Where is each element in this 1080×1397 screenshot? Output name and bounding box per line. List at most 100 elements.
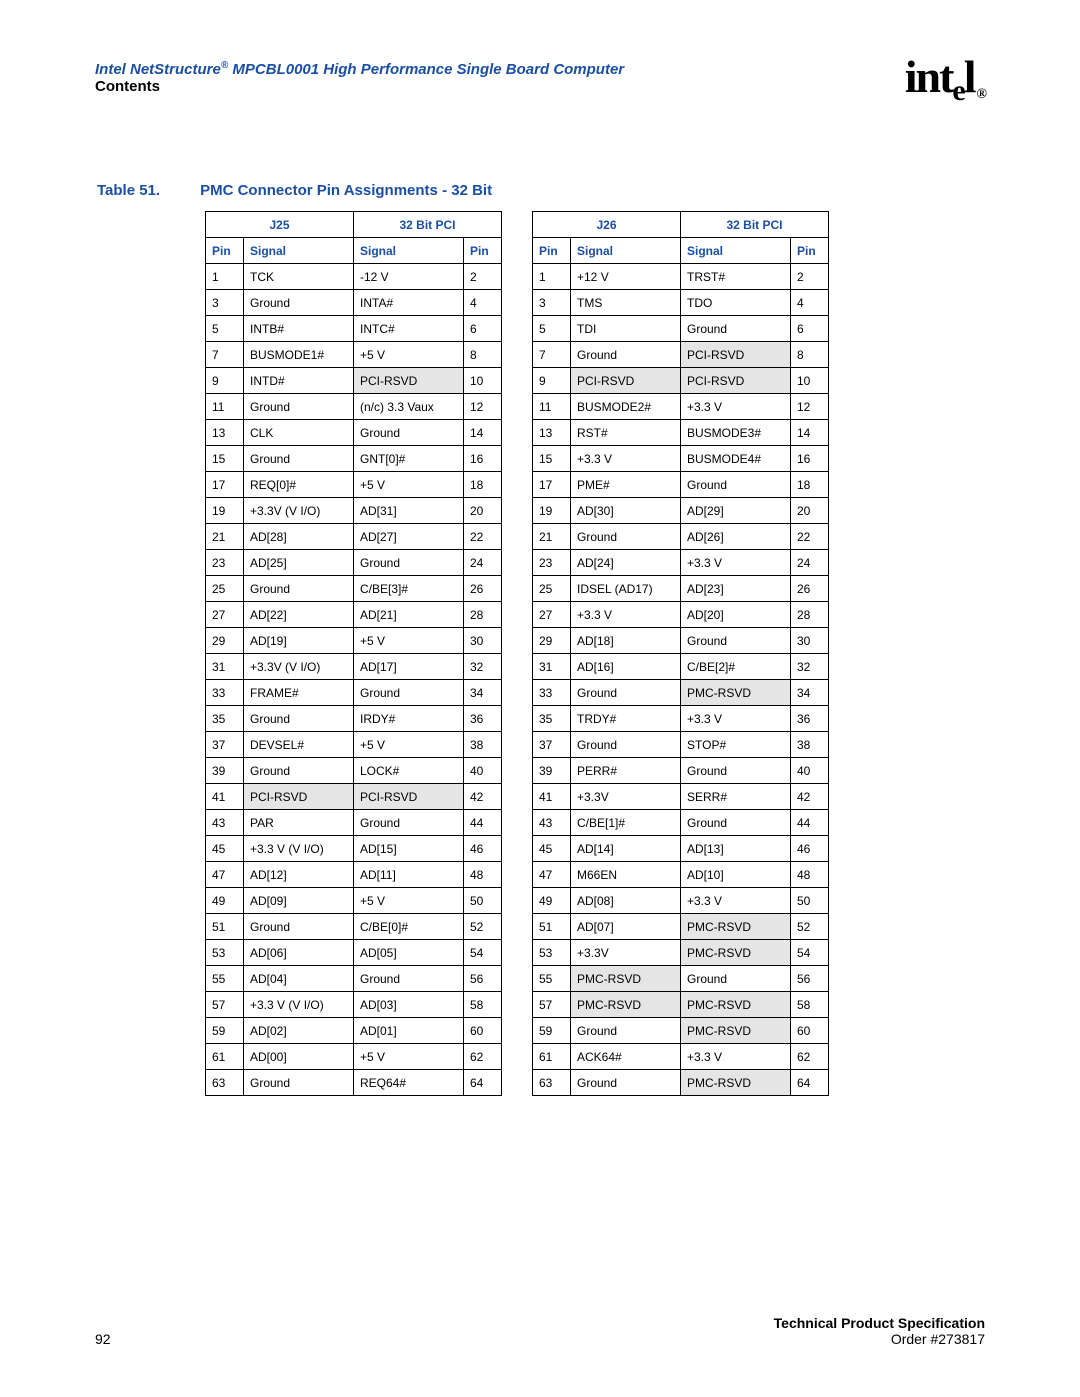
table-row: 51AD[07]PMC-RSVD52 bbox=[533, 914, 829, 940]
table-row: 19AD[30]AD[29]20 bbox=[533, 498, 829, 524]
table-cell: AD[11] bbox=[354, 862, 464, 888]
table-cell: AD[05] bbox=[354, 940, 464, 966]
table-cell: +3.3 V bbox=[681, 1044, 791, 1070]
table-row: 5TDIGround6 bbox=[533, 316, 829, 342]
table-cell: Ground bbox=[354, 550, 464, 576]
table-cell: 50 bbox=[791, 888, 829, 914]
table-cell: PMC-RSVD bbox=[681, 680, 791, 706]
table-cell: PCI-RSVD bbox=[571, 368, 681, 394]
table-cell: 21 bbox=[206, 524, 244, 550]
table-cell: 17 bbox=[206, 472, 244, 498]
table-cell: INTB# bbox=[244, 316, 354, 342]
title-pre: Intel NetStructure bbox=[95, 61, 221, 78]
table-row: 35GroundIRDY#36 bbox=[206, 706, 502, 732]
table-cell: Ground bbox=[244, 758, 354, 784]
table-cell: 7 bbox=[206, 342, 244, 368]
table-row: 57PMC-RSVDPMC-RSVD58 bbox=[533, 992, 829, 1018]
table-cell: 6 bbox=[791, 316, 829, 342]
table-cell: SERR# bbox=[681, 784, 791, 810]
table-row: 33FRAME#Ground34 bbox=[206, 680, 502, 706]
page-header: Intel NetStructure® MPCBL0001 High Perfo… bbox=[95, 60, 985, 112]
table-cell: Ground bbox=[681, 628, 791, 654]
table-cell: LOCK# bbox=[354, 758, 464, 784]
table-cell: AD[21] bbox=[354, 602, 464, 628]
table-cell: 57 bbox=[533, 992, 571, 1018]
table-cell: AD[16] bbox=[571, 654, 681, 680]
table-cell: 6 bbox=[464, 316, 502, 342]
table-cell: BUSMODE2# bbox=[571, 394, 681, 420]
table-cell: 12 bbox=[464, 394, 502, 420]
table-cell: 26 bbox=[791, 576, 829, 602]
table-cell: 61 bbox=[206, 1044, 244, 1070]
table-row: 35TRDY#+3.3 V36 bbox=[533, 706, 829, 732]
table-cell: AD[00] bbox=[244, 1044, 354, 1070]
table-cell: M66EN bbox=[571, 862, 681, 888]
table-cell: 25 bbox=[206, 576, 244, 602]
table-cell: 15 bbox=[533, 446, 571, 472]
table-cell: 17 bbox=[533, 472, 571, 498]
table-cell: 31 bbox=[533, 654, 571, 680]
table-cell: 29 bbox=[206, 628, 244, 654]
table-cell: 33 bbox=[206, 680, 244, 706]
table-row: 51GroundC/BE[0]#52 bbox=[206, 914, 502, 940]
page-number: 92 bbox=[95, 1331, 111, 1347]
table-cell: 2 bbox=[464, 264, 502, 290]
table-cell: 30 bbox=[791, 628, 829, 654]
table-cell: PCI-RSVD bbox=[244, 784, 354, 810]
table-cell: 41 bbox=[533, 784, 571, 810]
table-cell: 50 bbox=[464, 888, 502, 914]
table-cell: 62 bbox=[464, 1044, 502, 1070]
table-cell: AD[19] bbox=[244, 628, 354, 654]
table-cell: 38 bbox=[464, 732, 502, 758]
table-cell: +3.3 V (V I/O) bbox=[244, 836, 354, 862]
table-cell: +5 V bbox=[354, 888, 464, 914]
table-cell: +3.3V bbox=[571, 784, 681, 810]
table-cell: 55 bbox=[533, 966, 571, 992]
table-cell: 40 bbox=[464, 758, 502, 784]
table-cell: AD[14] bbox=[571, 836, 681, 862]
table-cell: TDO bbox=[681, 290, 791, 316]
table-cell: 40 bbox=[791, 758, 829, 784]
table-cell: 32 bbox=[464, 654, 502, 680]
table-cell: +12 V bbox=[571, 264, 681, 290]
table-cell: STOP# bbox=[681, 732, 791, 758]
table-cell: 4 bbox=[791, 290, 829, 316]
table-row: 29AD[18]Ground30 bbox=[533, 628, 829, 654]
table-cell: 32 bbox=[791, 654, 829, 680]
table-cell: C/BE[2]# bbox=[681, 654, 791, 680]
table-cell: AD[23] bbox=[681, 576, 791, 602]
table-row: 61AD[00]+5 V62 bbox=[206, 1044, 502, 1070]
table-cell: 47 bbox=[533, 862, 571, 888]
table-cell: Ground bbox=[354, 966, 464, 992]
table-cell: 46 bbox=[464, 836, 502, 862]
table-cell: 7 bbox=[533, 342, 571, 368]
table-cell: 41 bbox=[206, 784, 244, 810]
table-cell: +3.3V (V I/O) bbox=[244, 498, 354, 524]
table-row: 31+3.3V (V I/O)AD[17]32 bbox=[206, 654, 502, 680]
table-row: 11Ground(n/c) 3.3 Vaux12 bbox=[206, 394, 502, 420]
table-row: 29AD[19]+5 V30 bbox=[206, 628, 502, 654]
table-cell: PMC-RSVD bbox=[681, 914, 791, 940]
table-cell: 52 bbox=[464, 914, 502, 940]
table-cell: AD[29] bbox=[681, 498, 791, 524]
table-cell: 58 bbox=[791, 992, 829, 1018]
table-cell: 10 bbox=[464, 368, 502, 394]
table-row: 17PME#Ground18 bbox=[533, 472, 829, 498]
table-cell: Ground bbox=[244, 394, 354, 420]
table-cell: 30 bbox=[464, 628, 502, 654]
table-cell: +5 V bbox=[354, 628, 464, 654]
table-cell: 44 bbox=[464, 810, 502, 836]
table-cell: 64 bbox=[791, 1070, 829, 1096]
table-cell: AD[10] bbox=[681, 862, 791, 888]
table-cell: +3.3 V (V I/O) bbox=[244, 992, 354, 1018]
table-row: 23AD[24]+3.3 V24 bbox=[533, 550, 829, 576]
table-row: 1TCK-12 V2 bbox=[206, 264, 502, 290]
table-cell: 38 bbox=[791, 732, 829, 758]
table-cell: 16 bbox=[791, 446, 829, 472]
table-cell: 44 bbox=[791, 810, 829, 836]
table-cell: 12 bbox=[791, 394, 829, 420]
table-cell: 23 bbox=[533, 550, 571, 576]
table-cell: PMC-RSVD bbox=[681, 992, 791, 1018]
title-post: MPCBL0001 High Performance Single Board … bbox=[228, 61, 624, 78]
table-cell: +3.3 V bbox=[681, 888, 791, 914]
